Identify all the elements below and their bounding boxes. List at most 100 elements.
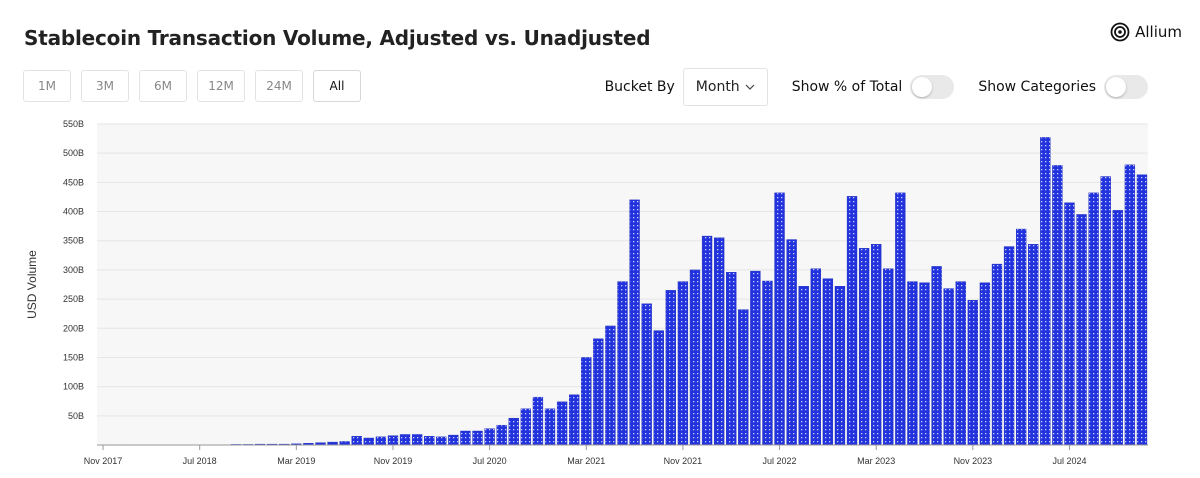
x-tick-label: Mar 2023 [857, 456, 895, 466]
bar[interactable] [508, 417, 519, 446]
bar[interactable] [1040, 137, 1051, 446]
y-tick-label: 300B [63, 265, 84, 275]
range-button-12m[interactable]: 12M [197, 70, 245, 102]
bar[interactable] [375, 436, 387, 446]
y-tick-label: 450B [63, 177, 84, 187]
bar[interactable] [653, 330, 664, 446]
bar[interactable] [1136, 174, 1148, 446]
show-categories-toggle[interactable] [1104, 75, 1148, 99]
show-pct-label: Show % of Total [791, 79, 903, 95]
bar[interactable] [1052, 165, 1063, 446]
bar[interactable] [629, 199, 640, 446]
bar[interactable] [339, 441, 350, 446]
y-tick-label: 150B [63, 352, 84, 362]
bar[interactable] [532, 396, 544, 446]
bar[interactable] [556, 401, 568, 446]
bar[interactable] [834, 286, 846, 446]
bar[interactable] [641, 303, 652, 446]
bar[interactable] [617, 281, 628, 446]
bar[interactable] [448, 434, 459, 446]
bar[interactable] [931, 266, 942, 446]
y-tick-label: 400B [63, 207, 84, 217]
show-categories-label: Show Categories [978, 79, 1096, 95]
bar[interactable] [846, 196, 858, 446]
bar[interactable] [798, 286, 809, 446]
bar[interactable] [738, 309, 749, 446]
bar[interactable] [399, 434, 411, 446]
logo-text: Allium [1135, 23, 1182, 41]
bar[interactable] [581, 357, 592, 446]
bar[interactable] [484, 428, 495, 446]
bar[interactable] [689, 269, 701, 446]
bar[interactable] [605, 325, 616, 446]
bar[interactable] [1100, 176, 1111, 446]
bar[interactable] [822, 278, 834, 446]
bar[interactable] [713, 237, 725, 446]
y-tick-label: 200B [63, 323, 84, 333]
bar[interactable] [955, 281, 966, 446]
bar[interactable] [943, 288, 954, 446]
chart-controls: Bucket By Month Show % of Total Show Cat… [605, 68, 1148, 106]
brand-logo: Allium [1110, 22, 1182, 42]
bar[interactable] [665, 290, 676, 446]
bar[interactable] [858, 248, 870, 446]
bar[interactable] [436, 436, 447, 446]
x-tick-label: Jul 2024 [1052, 456, 1086, 466]
bar[interactable] [496, 424, 507, 446]
bar[interactable] [701, 235, 713, 446]
bar[interactable] [520, 408, 532, 446]
bar[interactable] [1076, 214, 1087, 446]
time-range-selector: 1M 3M 6M 12M 24M All [23, 70, 361, 102]
toggle-knob [1106, 77, 1126, 97]
bar[interactable] [1003, 246, 1015, 446]
bar-chart: 50B 100B 150B 200B 250B 300B 350B 400B 450B 500B 5… [25, 120, 1148, 466]
y-tick-label: 350B [63, 236, 84, 246]
bar[interactable] [544, 408, 556, 446]
y-tick-label: 500B [63, 148, 84, 158]
bar[interactable] [569, 394, 580, 446]
bar[interactable] [919, 282, 930, 446]
bar[interactable] [991, 263, 1003, 446]
range-button-3m[interactable]: 3M [81, 70, 129, 102]
bar[interactable] [762, 280, 773, 446]
bars [97, 137, 1148, 446]
bar[interactable] [593, 338, 604, 446]
bucket-by-select[interactable]: Month [682, 68, 768, 106]
x-tick-label: Jul 2022 [763, 456, 797, 466]
bar[interactable] [363, 437, 374, 446]
y-axis-ticks: 50B 100B 150B 200B 250B 300B 350B 400B 450B 500B 5… [63, 120, 84, 421]
range-button-1m[interactable]: 1M [23, 70, 71, 102]
bar[interactable] [424, 436, 435, 446]
bar[interactable] [1088, 192, 1099, 446]
bar[interactable] [774, 192, 785, 446]
range-button-all[interactable]: All [313, 70, 361, 102]
bar[interactable] [460, 430, 471, 446]
range-button-6m[interactable]: 6M [139, 70, 187, 102]
bar[interactable] [411, 434, 423, 446]
bar[interactable] [1016, 228, 1027, 446]
y-axis-label: USD Volume [25, 250, 39, 319]
show-pct-toggle[interactable] [910, 75, 955, 99]
bar[interactable] [387, 435, 399, 446]
bar[interactable] [1112, 210, 1123, 446]
bar[interactable] [472, 430, 483, 446]
bar[interactable] [907, 281, 918, 446]
bar[interactable] [750, 270, 761, 446]
bar[interactable] [1064, 202, 1075, 446]
bar[interactable] [726, 272, 737, 446]
y-tick-label: 550B [63, 120, 84, 129]
bar[interactable] [677, 281, 689, 446]
bar[interactable] [1028, 244, 1039, 446]
range-button-24m[interactable]: 24M [255, 70, 303, 102]
bar[interactable] [967, 300, 978, 446]
bar[interactable] [786, 239, 797, 446]
bar[interactable] [883, 268, 894, 446]
bar[interactable] [351, 436, 362, 446]
bar[interactable] [871, 244, 882, 446]
y-tick-label: 100B [63, 382, 84, 392]
bar[interactable] [810, 268, 821, 446]
bar[interactable] [1124, 164, 1136, 446]
bar[interactable] [895, 192, 906, 446]
x-tick-label: Mar 2021 [567, 456, 605, 466]
bar[interactable] [979, 282, 991, 446]
